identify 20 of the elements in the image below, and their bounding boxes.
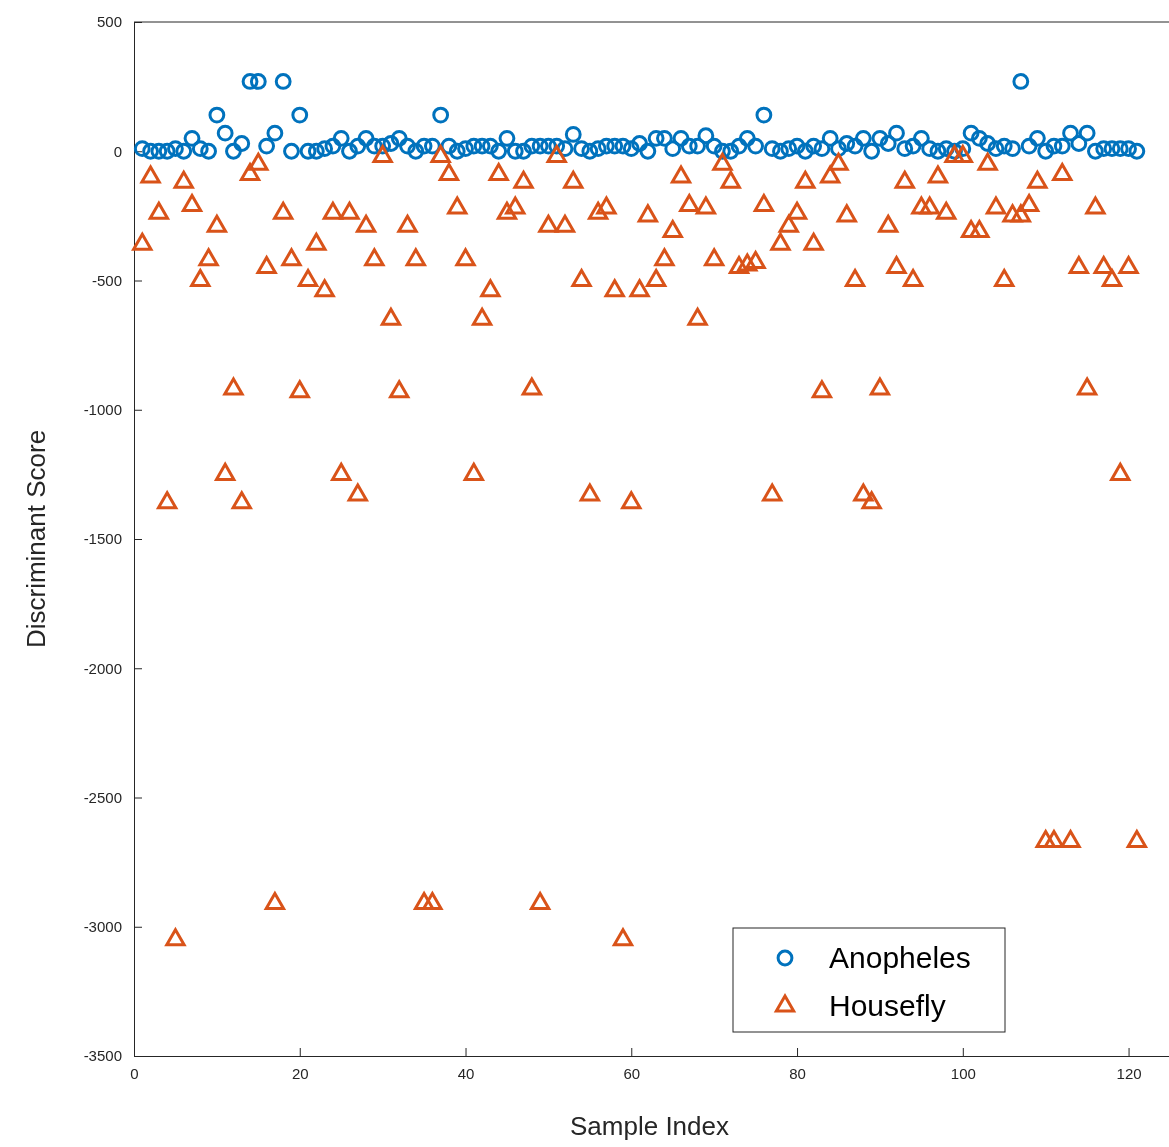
y-tick-label: -500 [91, 271, 122, 289]
y-tick-label: -2500 [83, 788, 122, 806]
y-tick-label: -1500 [83, 530, 122, 548]
x-tick-label: 100 [950, 1064, 976, 1082]
x-axis-title: Sample Index [570, 1111, 729, 1141]
legend-label: Anopheles [829, 941, 971, 974]
x-tick-label: 120 [1116, 1064, 1142, 1082]
y-tick-label: -3000 [83, 918, 122, 936]
x-tick-label: 80 [789, 1064, 806, 1082]
x-tick-label: 60 [623, 1064, 641, 1082]
x-tick-label: 40 [457, 1064, 475, 1082]
y-tick-label: -2000 [83, 659, 122, 677]
x-tick-label: 0 [130, 1064, 139, 1082]
legend-label: Housefly [829, 989, 946, 1022]
x-tick-label: 20 [291, 1064, 309, 1082]
y-tick-label: 500 [96, 13, 122, 31]
y-axis-title: Discriminant Score [21, 429, 51, 649]
y-tick-label: 0 [113, 142, 122, 160]
y-tick-label: -3500 [83, 1047, 122, 1065]
y-tick-label: -1000 [83, 401, 122, 419]
